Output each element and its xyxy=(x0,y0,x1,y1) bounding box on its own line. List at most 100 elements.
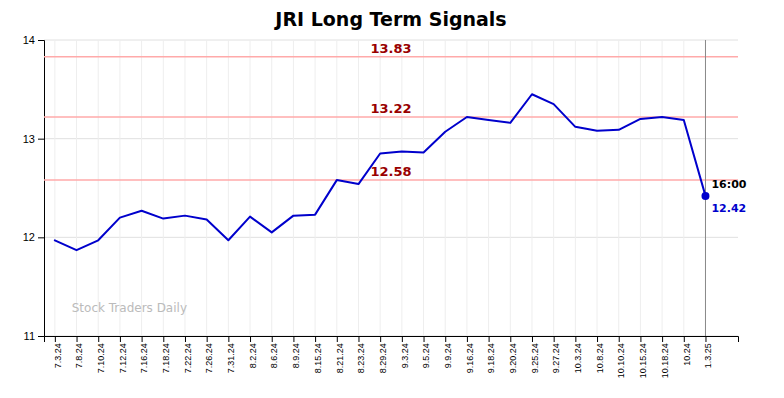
y-tick: 13 xyxy=(23,133,44,145)
x-grid-line xyxy=(119,40,120,336)
x-grid-line xyxy=(163,40,164,336)
x-tick-mark xyxy=(662,336,663,342)
x-tick: 9.20.24 xyxy=(508,336,518,373)
y-tick-label: 12 xyxy=(23,231,35,243)
x-tick: 7.18.24 xyxy=(161,336,171,373)
x-tick: 9.18.24 xyxy=(486,336,496,373)
x-grid-line xyxy=(683,40,684,336)
x-tick: 8.21.24 xyxy=(335,336,345,373)
x-tick-mark xyxy=(554,336,555,342)
x-grid-line xyxy=(380,40,381,336)
x-tick: 9.25.24 xyxy=(530,336,540,373)
x-tick: 8.23.24 xyxy=(356,336,366,373)
x-grid-line xyxy=(705,40,706,336)
x-tick-label: 8.21.24 xyxy=(335,343,345,373)
x-grid-line xyxy=(98,40,99,336)
x-tick-mark xyxy=(575,336,576,342)
x-tick: 8.6.24 xyxy=(269,336,279,368)
x-tick-label: 9.25.24 xyxy=(530,343,540,373)
marks xyxy=(44,40,738,336)
x-tick-mark xyxy=(684,336,685,342)
x-tick: 10.15.24 xyxy=(638,336,648,378)
chart: Stock Traders Daily7.3.247.8.247.10.247.… xyxy=(0,0,784,398)
x-tick-label: 9.18.24 xyxy=(486,343,496,373)
x-tick-mark xyxy=(142,336,143,342)
x-grid-line xyxy=(531,40,532,336)
x-tick-label: 10.10.24 xyxy=(616,343,626,378)
signal-label: 13.83 xyxy=(370,41,411,56)
x-grid-line xyxy=(423,40,424,336)
y-tick-mark xyxy=(38,237,44,238)
x-grid-line xyxy=(141,40,142,336)
signal-line xyxy=(44,56,738,58)
x-tick: 9.5.24 xyxy=(421,336,431,368)
x-tick-label: 9.20.24 xyxy=(508,343,518,373)
x-tick-label: 10.3.24 xyxy=(573,343,583,373)
x-tick-label: 8.9.24 xyxy=(291,343,301,368)
x-tick-mark xyxy=(445,336,446,342)
x-tick-mark xyxy=(380,336,381,342)
x-tick-mark xyxy=(315,336,316,342)
x-tick: 7.10.24 xyxy=(96,336,106,373)
x-grid-line xyxy=(466,40,467,336)
x-tick-mark xyxy=(293,336,294,342)
y-tick: 14 xyxy=(23,34,44,46)
x-tick-label: 8.6.24 xyxy=(269,343,279,368)
signal-label: 12.58 xyxy=(370,164,411,179)
x-tick-mark xyxy=(77,336,78,342)
x-tick: 10.18.24 xyxy=(660,336,670,378)
x-tick: 10.3.24 xyxy=(573,336,583,373)
x-tick: 9.27.24 xyxy=(551,336,561,373)
x-tick-label: 7.26.24 xyxy=(204,343,214,373)
x-tick-mark xyxy=(402,336,403,342)
x-tick-mark xyxy=(597,336,598,342)
x-tick-label: 9.9.24 xyxy=(443,343,453,368)
x-tick-label: 9.16.24 xyxy=(465,343,475,373)
x-grid-line xyxy=(54,40,55,336)
x-tick-mark xyxy=(510,336,511,342)
x-tick-label: 10.24 xyxy=(682,343,692,366)
x-grid-line xyxy=(336,40,337,336)
y-tick-label: 13 xyxy=(23,133,35,145)
x-tick-label: 7.10.24 xyxy=(96,343,106,373)
x-tick-label: 7.16.24 xyxy=(139,343,149,373)
price-line xyxy=(55,94,706,250)
y-tick-mark xyxy=(38,336,44,337)
grid xyxy=(44,40,738,336)
x-tick-mark xyxy=(424,336,425,342)
x-grid-line xyxy=(206,40,207,336)
x-tick: 9.16.24 xyxy=(465,336,475,373)
last-point xyxy=(701,192,709,200)
plot: Stock Traders Daily7.3.247.8.247.10.247.… xyxy=(23,34,747,378)
y-tick: 12 xyxy=(23,231,44,243)
x-grid-line xyxy=(76,40,77,336)
annotations: 13.8313.2212.5816:0012.42 xyxy=(370,41,746,215)
x-tick: 7.8.24 xyxy=(74,336,84,368)
x-tick: 10.24 xyxy=(682,336,692,366)
y-grid-line xyxy=(44,237,738,238)
x-tick-mark xyxy=(228,336,229,342)
x-tick-mark xyxy=(272,336,273,342)
last-value: 12.42 xyxy=(711,202,746,215)
x-axis: 7.3.24 7.8.24 7.10.24 7.12.24 7.16.24 7.18.24… xyxy=(45,336,739,378)
watermark: Stock Traders Daily xyxy=(72,301,187,315)
x-grid-line xyxy=(662,40,663,336)
x-tick-mark xyxy=(467,336,468,342)
x-tick-label: 7.18.24 xyxy=(161,343,171,373)
signal-line xyxy=(44,116,738,118)
x-tick-mark xyxy=(185,336,186,342)
x-tick-label: 8.29.24 xyxy=(378,343,388,373)
x-tick-label: 10.15.24 xyxy=(638,343,648,378)
x-grid-line xyxy=(640,40,641,336)
x-tick-label: 9.3.24 xyxy=(400,343,410,368)
y-tick-label: 11 xyxy=(24,330,35,342)
y-axis: 11 12 13 14 xyxy=(23,34,45,342)
x-grid-line xyxy=(293,40,294,336)
x-grid-line xyxy=(184,40,185,336)
x-tick: 8.2.24 xyxy=(248,336,258,368)
x-tick-label: 7.12.24 xyxy=(118,343,128,373)
x-grid-line xyxy=(250,40,251,336)
x-tick: 10.10.24 xyxy=(616,336,626,378)
x-tick-label: 7.3.24 xyxy=(53,343,63,368)
x-tick-mark xyxy=(337,336,338,342)
